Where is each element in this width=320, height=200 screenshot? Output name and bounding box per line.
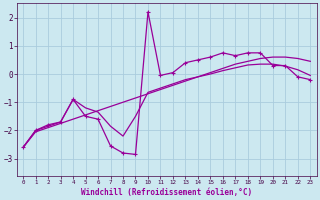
X-axis label: Windchill (Refroidissement éolien,°C): Windchill (Refroidissement éolien,°C) xyxy=(81,188,252,197)
